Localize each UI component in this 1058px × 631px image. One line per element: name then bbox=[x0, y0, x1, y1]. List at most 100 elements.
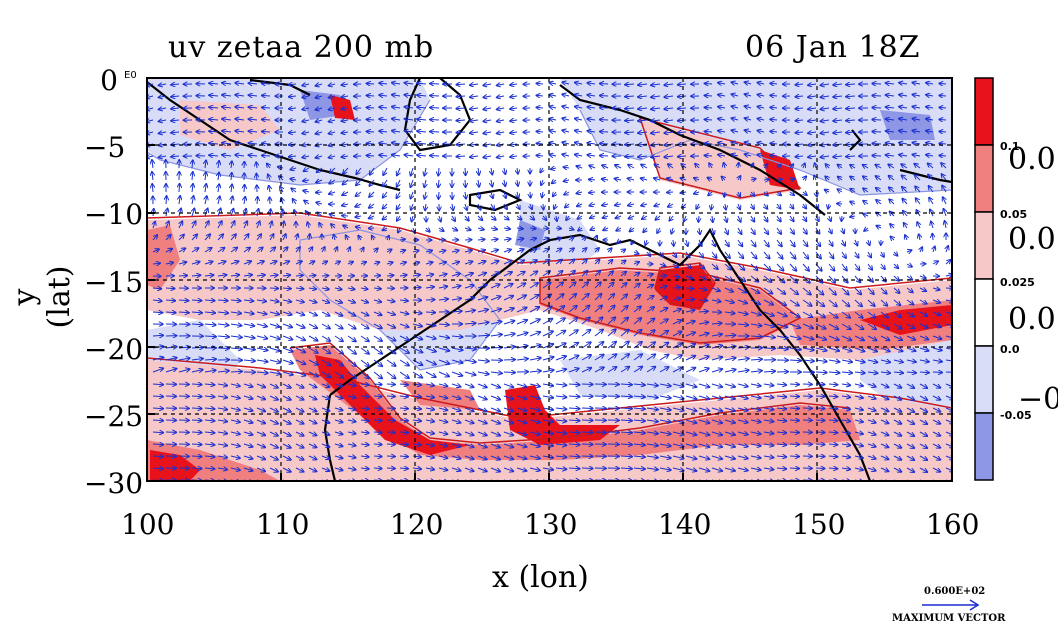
x-tick-label: 100 bbox=[121, 508, 175, 541]
wind-vector bbox=[147, 132, 154, 134]
wind-vector bbox=[888, 164, 895, 168]
wind-vector bbox=[777, 203, 781, 209]
wind-vector bbox=[757, 95, 765, 97]
wind-vector bbox=[328, 96, 336, 98]
wind-vector bbox=[872, 144, 882, 145]
wind-vector bbox=[235, 107, 245, 108]
wind-vector bbox=[244, 208, 246, 217]
wind-vector bbox=[795, 120, 804, 121]
wind-vector bbox=[510, 108, 518, 109]
wind-vector bbox=[483, 120, 492, 122]
wind-vector bbox=[267, 163, 270, 168]
wind-vector bbox=[677, 96, 687, 97]
wind-vector bbox=[343, 167, 349, 174]
wind-vector bbox=[530, 191, 531, 198]
wind-vector bbox=[903, 211, 907, 217]
wind-vector bbox=[261, 143, 271, 144]
wind-vector bbox=[795, 96, 804, 97]
wind-vector bbox=[601, 179, 609, 180]
wind-vector bbox=[581, 408, 593, 409]
wind-vector bbox=[777, 192, 781, 196]
wind-vector bbox=[942, 185, 947, 193]
wind-vector bbox=[257, 197, 258, 205]
wind-vector bbox=[718, 83, 726, 84]
wind-vector bbox=[789, 444, 800, 445]
wind-vector bbox=[417, 95, 427, 96]
wind-vector bbox=[483, 96, 492, 98]
wind-vector bbox=[192, 172, 193, 181]
wind-vector bbox=[926, 143, 934, 144]
wind-vector bbox=[396, 203, 400, 210]
wind-vector bbox=[556, 215, 557, 221]
wind-vector bbox=[386, 444, 395, 445]
wind-vector bbox=[553, 192, 557, 197]
wind-vector bbox=[620, 468, 632, 469]
wind-vector bbox=[603, 228, 609, 230]
wind-vector bbox=[231, 161, 232, 169]
wind-vector bbox=[833, 120, 843, 121]
wind-vector bbox=[939, 155, 947, 156]
wind-vector bbox=[540, 168, 543, 173]
wind-vector bbox=[789, 227, 794, 234]
wind-vector bbox=[926, 155, 934, 156]
wind-vector bbox=[283, 234, 286, 241]
wind-vector bbox=[899, 107, 908, 108]
wind-vector bbox=[243, 234, 249, 241]
wind-vector bbox=[850, 165, 856, 168]
wind-vector bbox=[218, 196, 220, 205]
wind-vector bbox=[820, 132, 830, 133]
wind-vector bbox=[846, 132, 856, 133]
wind-vector bbox=[625, 84, 635, 85]
wind-vector bbox=[744, 130, 752, 132]
wind-vector bbox=[718, 155, 726, 156]
wind-vector bbox=[178, 234, 184, 241]
wind-vector bbox=[704, 155, 713, 156]
wind-vector bbox=[382, 228, 387, 231]
wind-vector bbox=[288, 156, 297, 157]
wind-vector bbox=[316, 167, 323, 173]
wind-vector bbox=[939, 131, 947, 132]
wind-vector bbox=[397, 215, 400, 221]
wind-vector bbox=[620, 444, 632, 445]
wind-vector bbox=[382, 216, 388, 220]
wind-vector bbox=[379, 131, 388, 132]
wind-vector bbox=[171, 108, 180, 109]
wind-vector bbox=[248, 95, 258, 96]
wind-vector bbox=[542, 228, 549, 229]
wind-vector bbox=[751, 192, 755, 196]
wind-vector bbox=[770, 119, 778, 120]
wind-vector bbox=[889, 187, 895, 193]
wind-vector bbox=[808, 156, 817, 157]
wind-vector bbox=[885, 131, 895, 132]
wind-vector bbox=[425, 312, 436, 313]
wind-vector bbox=[222, 107, 232, 108]
wind-vector bbox=[456, 96, 466, 97]
wind-vector bbox=[731, 94, 739, 96]
wind-vector bbox=[292, 199, 296, 205]
wind-vector bbox=[664, 96, 674, 97]
wind-vector bbox=[147, 108, 154, 110]
wind-vector bbox=[863, 201, 869, 205]
wind-vector bbox=[718, 107, 726, 108]
wind-vector bbox=[846, 144, 856, 145]
wind-vector bbox=[342, 179, 349, 185]
wind-vector bbox=[926, 83, 934, 84]
wind-vector bbox=[731, 118, 739, 120]
wind-vector bbox=[628, 204, 635, 206]
wind-vector bbox=[158, 132, 167, 134]
y-tick-label: −10 bbox=[84, 198, 144, 231]
wind-vector bbox=[620, 420, 632, 421]
wind-vector bbox=[302, 96, 310, 98]
colorbar-level-label: 0.0 bbox=[1000, 343, 1020, 356]
wind-vector bbox=[842, 227, 844, 234]
wind-vector bbox=[651, 84, 661, 85]
wind-vector bbox=[366, 143, 375, 144]
wind-vector bbox=[373, 444, 382, 445]
wind-vector bbox=[569, 228, 574, 230]
wind-vector bbox=[846, 156, 856, 157]
wind-vector bbox=[386, 396, 395, 397]
wind-vector bbox=[230, 234, 236, 241]
wind-vector bbox=[152, 420, 164, 421]
wind-vector bbox=[270, 197, 271, 205]
wind-vector bbox=[410, 179, 413, 188]
